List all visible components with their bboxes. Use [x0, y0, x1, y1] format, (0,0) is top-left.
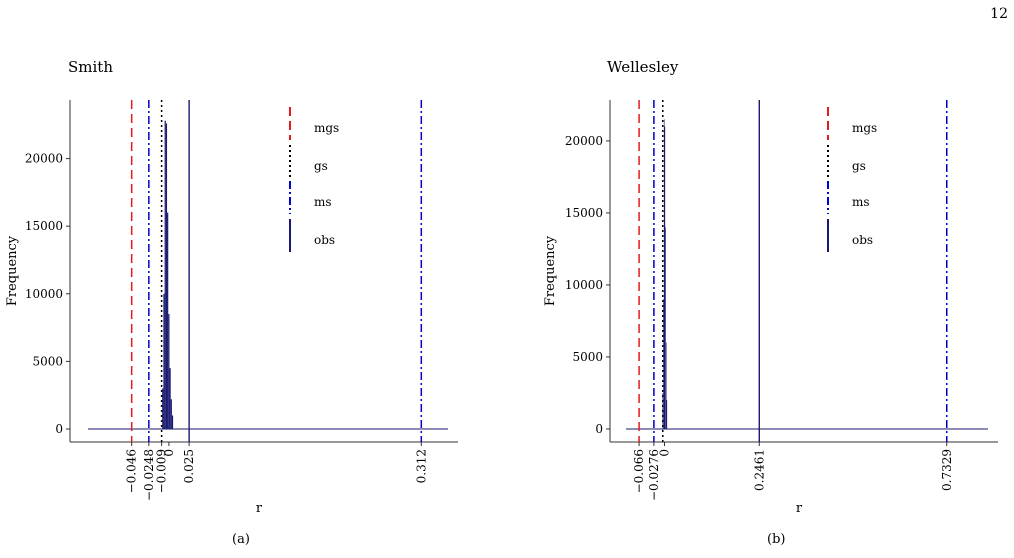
- x-tick-label: 0.312: [414, 449, 428, 483]
- y-tick-label: 10000: [25, 287, 63, 301]
- histogram-bar: [168, 314, 170, 429]
- x-tick-label: −0.046: [125, 449, 139, 493]
- x-tick-label: −0.0276: [647, 449, 661, 501]
- legend-label-obs: obs: [314, 233, 335, 247]
- x-tick-label: 0: [162, 449, 176, 457]
- legend-label-gs: gs: [852, 159, 866, 173]
- x-axis-label: r: [796, 501, 803, 516]
- histogram-bar: [170, 399, 172, 429]
- y-tick-label: 5000: [572, 350, 603, 364]
- legend-label-mgs: mgs: [852, 121, 877, 135]
- y-tick-label: 0: [55, 422, 63, 436]
- x-tick-label: −0.009: [155, 449, 169, 493]
- legend-label-mgs: mgs: [314, 121, 339, 135]
- histogram-bar: [665, 342, 667, 429]
- legend-label-gs: gs: [314, 159, 328, 173]
- y-axis-label: Frequency: [5, 235, 20, 306]
- x-tick-label: −0.0248: [142, 449, 156, 501]
- y-tick-label: 20000: [565, 134, 603, 148]
- histogram-bar: [663, 299, 664, 429]
- y-tick-label: 15000: [25, 219, 63, 233]
- legend-label-ms: ms: [314, 195, 332, 209]
- x-tick-label: 0.2461: [752, 449, 766, 491]
- histogram-bar: [171, 415, 174, 429]
- histogram-bar: [666, 400, 668, 429]
- chart-title: Smith: [68, 58, 113, 76]
- y-tick-label: 15000: [565, 206, 603, 220]
- histogram-bar: [169, 368, 171, 429]
- legend-label-obs: obs: [852, 233, 873, 247]
- histogram-bar: [164, 120, 166, 429]
- y-tick-label: 10000: [565, 278, 603, 292]
- chart-title: Wellesley: [607, 58, 679, 76]
- y-tick-label: 20000: [25, 152, 63, 166]
- legend-label-ms: ms: [852, 195, 870, 209]
- x-tick-label: −0.066: [632, 449, 646, 493]
- chart-panel-b: Wellesley 0 5000 10000 15000 20000 Frequency r −…: [543, 58, 998, 516]
- x-tick-label: 0: [658, 449, 672, 457]
- histogram-bar: [664, 126, 666, 429]
- caption-a: (a): [232, 532, 250, 547]
- histogram-bar: [167, 212, 169, 429]
- x-tick-label: 0.025: [182, 449, 196, 483]
- y-tick-label: 5000: [32, 354, 63, 368]
- histogram-bar: [162, 388, 164, 429]
- histogram-bar: [665, 227, 666, 429]
- histogram-bar: [165, 123, 168, 430]
- histogram-bar: [663, 119, 665, 429]
- y-axis-label: Frequency: [543, 235, 558, 306]
- x-axis-label: r: [256, 501, 263, 516]
- x-tick-label: 0.7329: [940, 449, 954, 491]
- y-tick-label: 0: [595, 422, 603, 436]
- histogram-bar: [163, 293, 165, 429]
- chart-panel-a: Smith 0 5000 10000 15000 20000 Frequency r −0.04…: [5, 58, 458, 516]
- caption-b: (b): [767, 532, 786, 547]
- page-number: 12: [990, 6, 1008, 22]
